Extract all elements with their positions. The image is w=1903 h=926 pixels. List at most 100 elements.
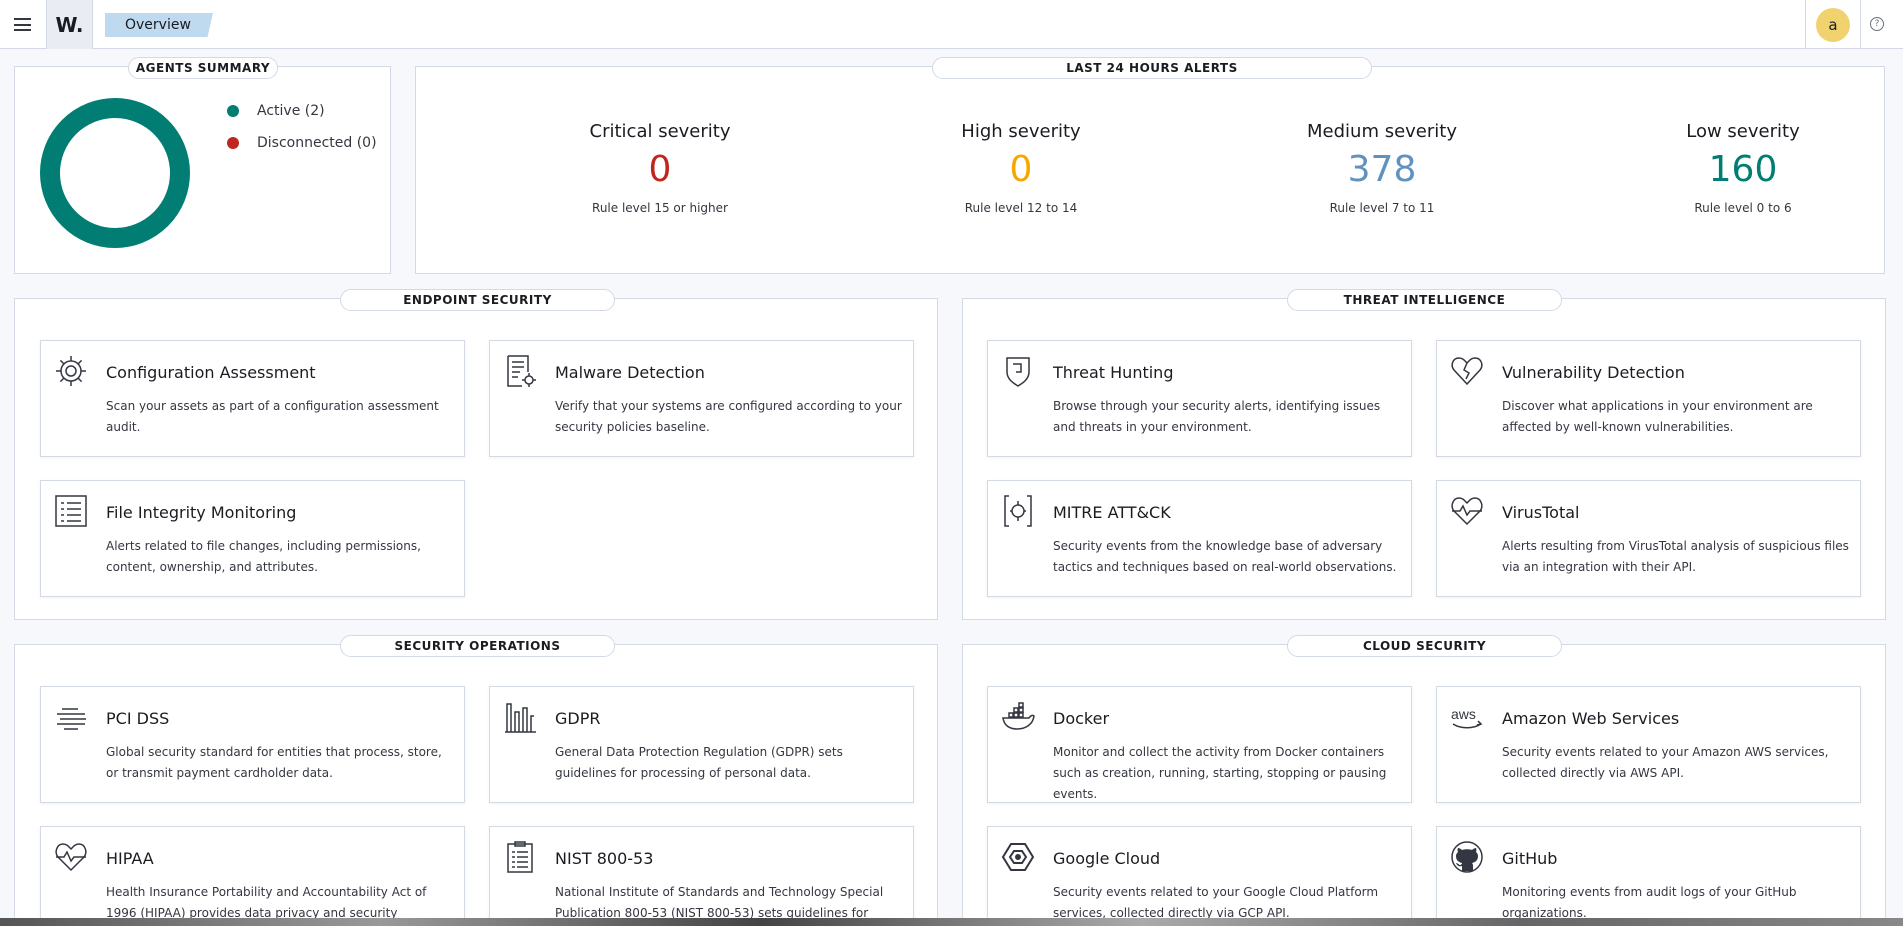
broken-heart-icon [1450,354,1484,388]
heartbeat-icon [1450,494,1484,528]
card-title: Amazon Web Services [1502,709,1680,728]
legend-dot-disconnected [227,137,239,149]
help-icon[interactable]: ? [1870,17,1884,31]
document-gear-icon [503,354,537,388]
card-title: HIPAA [106,849,154,868]
card-description: Verify that your systems are configured … [555,399,902,434]
card-description: Security events from the knowledge base … [1053,539,1397,574]
card-file-integrity-monitoring[interactable]: File Integrity Monitoring Alerts related… [40,480,465,597]
card-description: Scan your assets as part of a configurat… [106,399,439,434]
low-severity-title: Low severity [1686,121,1800,142]
lines-icon [54,700,88,734]
legend-disconnected[interactable]: Disconnected (0) [227,135,377,151]
threat-intelligence-panel: THREAT INTELLIGENCE Threat Hunting Brows… [962,289,1886,620]
legend-active-label: Active (2) [257,103,325,119]
card-pci-dss[interactable]: PCI DSS Global security standard for ent… [40,686,465,803]
endpoint-security-panel: ENDPOINT SECURITY Configuration Assessme… [14,289,938,620]
card-vulnerability-detection[interactable]: Vulnerability Detection Discover what ap… [1436,340,1861,457]
card-gdpr[interactable]: GDPR General Data Protection Regulation … [489,686,914,803]
medium-severity-title: Medium severity [1307,121,1457,142]
medium-severity-stat[interactable]: Medium severity 378 Rule level 7 to 11 [1232,67,1532,267]
menu-button[interactable] [0,0,45,49]
card-title: GDPR [555,709,601,728]
list-document-icon [54,494,88,528]
card-github[interactable]: GitHub Monitoring events from audit logs… [1436,826,1861,926]
high-severity-value[interactable]: 0 [1009,149,1033,190]
card-nist-800-53[interactable]: NIST 800-53 National Institute of Standa… [489,826,914,926]
card-title: GitHub [1502,849,1558,868]
card-title: MITRE ATT&CK [1053,503,1171,522]
google-cloud-icon [1001,840,1035,874]
card-description: Monitor and collect the activity from Do… [1053,745,1387,801]
avatar[interactable]: a [1816,7,1850,42]
critical-severity-value[interactable]: 0 [648,149,672,190]
clipboard-icon [503,840,537,874]
card-description: Alerts related to file changes, includin… [106,539,421,574]
shield-icon [1001,354,1035,388]
critical-severity-title: Critical severity [589,121,731,142]
high-severity-stat[interactable]: High severity 0 Rule level 12 to 14 [871,67,1171,267]
card-description: Global security standard for entities th… [106,745,442,780]
card-malware-detection[interactable]: Malware Detection Verify that your syste… [489,340,914,457]
card-description: Alerts resulting from VirusTotal analysi… [1502,539,1849,574]
card-amazon-web-services[interactable]: aws Amazon Web Services Security events … [1436,686,1861,803]
svg-text:aws: aws [1451,706,1476,722]
docker-icon [1001,700,1035,734]
security-operations-panel: SECURITY OPERATIONS PCI DSS Global secur… [14,635,938,926]
card-docker[interactable]: Docker Monitor and collect the activity … [987,686,1412,803]
card-title: Vulnerability Detection [1502,363,1685,382]
critical-severity-stat[interactable]: Critical severity 0 Rule level 15 or hig… [510,67,810,267]
window-bottom-edge [0,918,1903,926]
card-hipaa[interactable]: HIPAA Health Insurance Portability and A… [40,826,465,926]
legend-active[interactable]: Active (2) [227,103,325,119]
card-description: General Data Protection Regulation (GDPR… [555,745,843,780]
card-threat-hunting[interactable]: Threat Hunting Browse through your secur… [987,340,1412,457]
card-description: Security events related to your Google C… [1053,885,1379,920]
legend-dot-active [227,105,239,117]
legend-disconnected-label: Disconnected (0) [257,135,377,151]
high-severity-title: High severity [961,121,1081,142]
user-menu[interactable]: a [1805,0,1861,49]
aws-icon: aws [1450,700,1484,734]
threat-intelligence-title: THREAT INTELLIGENCE [1287,289,1562,311]
card-title: PCI DSS [106,709,170,728]
high-severity-sub: Rule level 12 to 14 [964,201,1078,215]
low-severity-sub: Rule level 0 to 6 [1694,201,1792,215]
low-severity-value[interactable]: 160 [1708,149,1778,190]
logo[interactable]: W. [46,0,93,49]
card-description: Health Insurance Portability and Account… [106,885,427,920]
hamburger-icon [14,18,31,31]
cloud-security-title: CLOUD SECURITY [1287,635,1562,657]
gear-icon [54,354,88,388]
card-mitre-attack[interactable]: MITRE ATT&CK Security events from the kn… [987,480,1412,597]
top-header: W. Overview a ? [0,0,1903,49]
card-title: Configuration Assessment [106,363,316,382]
medium-severity-sub: Rule level 7 to 11 [1329,201,1435,215]
card-title: File Integrity Monitoring [106,503,297,522]
bars-icon [503,700,537,734]
card-title: NIST 800-53 [555,849,654,868]
card-title: VirusTotal [1502,503,1580,522]
card-description: Discover what applications in your envir… [1502,399,1813,434]
card-description: Browse through your security alerts, ide… [1053,399,1381,434]
target-brackets-icon [1001,494,1035,528]
card-description: Monitoring events from audit logs of you… [1502,885,1797,920]
agents-summary-title: AGENTS SUMMARY [128,57,278,79]
logo-text: W. [55,12,84,37]
breadcrumb-overview[interactable]: Overview [105,13,213,37]
github-icon [1450,840,1484,874]
medium-severity-value[interactable]: 378 [1347,149,1417,190]
card-title: Threat Hunting [1053,363,1174,382]
critical-severity-sub: Rule level 15 or higher [592,201,728,215]
card-google-cloud[interactable]: Google Cloud Security events related to … [987,826,1412,926]
heartbeat-icon [54,840,88,874]
card-virustotal[interactable]: VirusTotal Alerts resulting from VirusTo… [1436,480,1861,597]
agents-donut-chart [40,98,190,248]
low-severity-stat[interactable]: Low severity 160 Rule level 0 to 6 [1593,67,1893,267]
card-description: National Institute of Standards and Tech… [555,885,884,920]
card-title: Google Cloud [1053,849,1161,868]
card-configuration-assessment[interactable]: Configuration Assessment Scan your asset… [40,340,465,457]
agents-summary-panel: AGENTS SUMMARY Active (2) Disconnected (… [14,57,391,274]
alerts-panel: LAST 24 HOURS ALERTS Critical severity 0… [415,57,1885,274]
alerts-title: LAST 24 HOURS ALERTS [932,57,1372,79]
